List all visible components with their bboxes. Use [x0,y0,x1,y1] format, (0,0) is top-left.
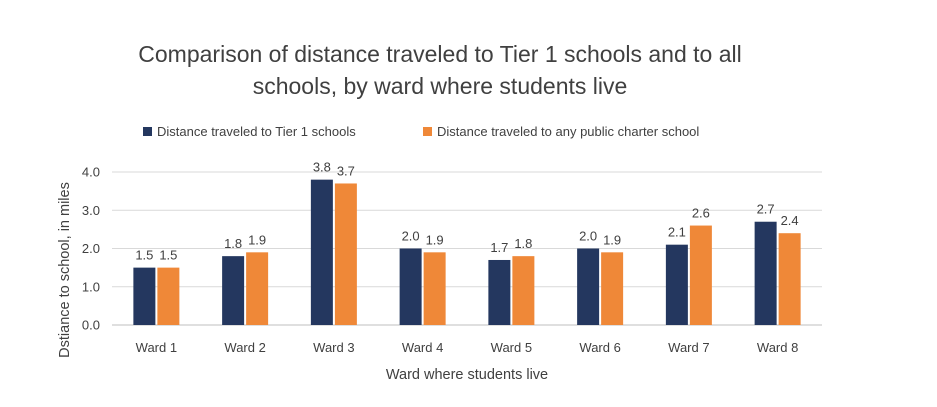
data-label-tier1: 2.1 [668,225,686,240]
bar-tier1 [222,256,245,325]
data-label-charter: 1.9 [603,232,621,247]
x-tick-label: Ward 1 [136,340,177,355]
data-label-charter: 1.9 [426,232,444,247]
data-label-tier1: 2.7 [757,202,775,217]
chart-title-line-1: Comparison of distance traveled to Tier … [138,41,742,67]
bar-charter [512,256,535,325]
chart-title-line-2: schools, by ward where students live [252,73,628,99]
data-label-tier1: 2.0 [579,229,597,244]
legend: Distance traveled to Tier 1 schools Dist… [0,124,937,144]
bar-tier1 [665,244,688,325]
x-tick-label: Ward 8 [757,340,798,355]
x-tick-label: Ward 4 [402,340,443,355]
legend-item-charter: Distance traveled to any public charter … [423,124,699,139]
bar-charter [778,233,801,325]
legend-label-charter: Distance traveled to any public charter … [437,124,700,139]
y-tick-label: 2.0 [82,241,100,256]
bar-charter [157,267,180,325]
data-label-tier1: 2.0 [402,229,420,244]
data-label-charter: 2.4 [781,213,799,228]
bar-charter [334,183,357,325]
y-tick-label: 4.0 [82,165,100,180]
y-tick-label: 0.0 [82,318,100,333]
y-tick-label: 1.0 [82,279,100,294]
bar-tier1 [754,221,777,325]
legend-label-tier1: Distance traveled to Tier 1 schools [157,124,356,139]
bar-charter [689,225,712,325]
y-axis-title: Dstiance to school, in miles [57,182,73,358]
y-tick-label: 3.0 [82,203,100,218]
data-label-tier1: 1.7 [490,240,508,255]
bar-charter [423,252,446,325]
bar-tier1 [133,267,156,325]
data-label-tier1: 1.5 [135,248,153,263]
x-tick-label: Ward 2 [224,340,265,355]
bar-charter [246,252,269,325]
legend-swatch-charter [423,127,432,136]
legend-swatch-tier1 [143,127,152,136]
data-label-tier1: 3.8 [313,160,331,175]
data-label-charter: 3.7 [337,163,355,178]
x-axis-title: Ward where students live [386,367,548,383]
data-label-charter: 1.8 [514,236,532,251]
x-tick-label: Ward 3 [313,340,354,355]
data-label-charter: 1.5 [159,248,177,263]
data-label-tier1: 1.8 [224,236,242,251]
data-label-charter: 1.9 [248,232,266,247]
bar-tier1 [310,179,333,325]
data-label-charter: 2.6 [692,206,710,221]
bar-tier1 [399,248,422,325]
bar-charter [601,252,624,325]
x-tick-label: Ward 5 [491,340,532,355]
bar-tier1 [577,248,600,325]
bar-tier1 [488,259,511,325]
chart-title: Comparison of distance traveled to Tier … [100,38,780,102]
x-tick-label: Ward 7 [668,340,709,355]
x-tick-label: Ward 6 [579,340,620,355]
legend-item-tier1: Distance traveled to Tier 1 schools [143,124,356,139]
